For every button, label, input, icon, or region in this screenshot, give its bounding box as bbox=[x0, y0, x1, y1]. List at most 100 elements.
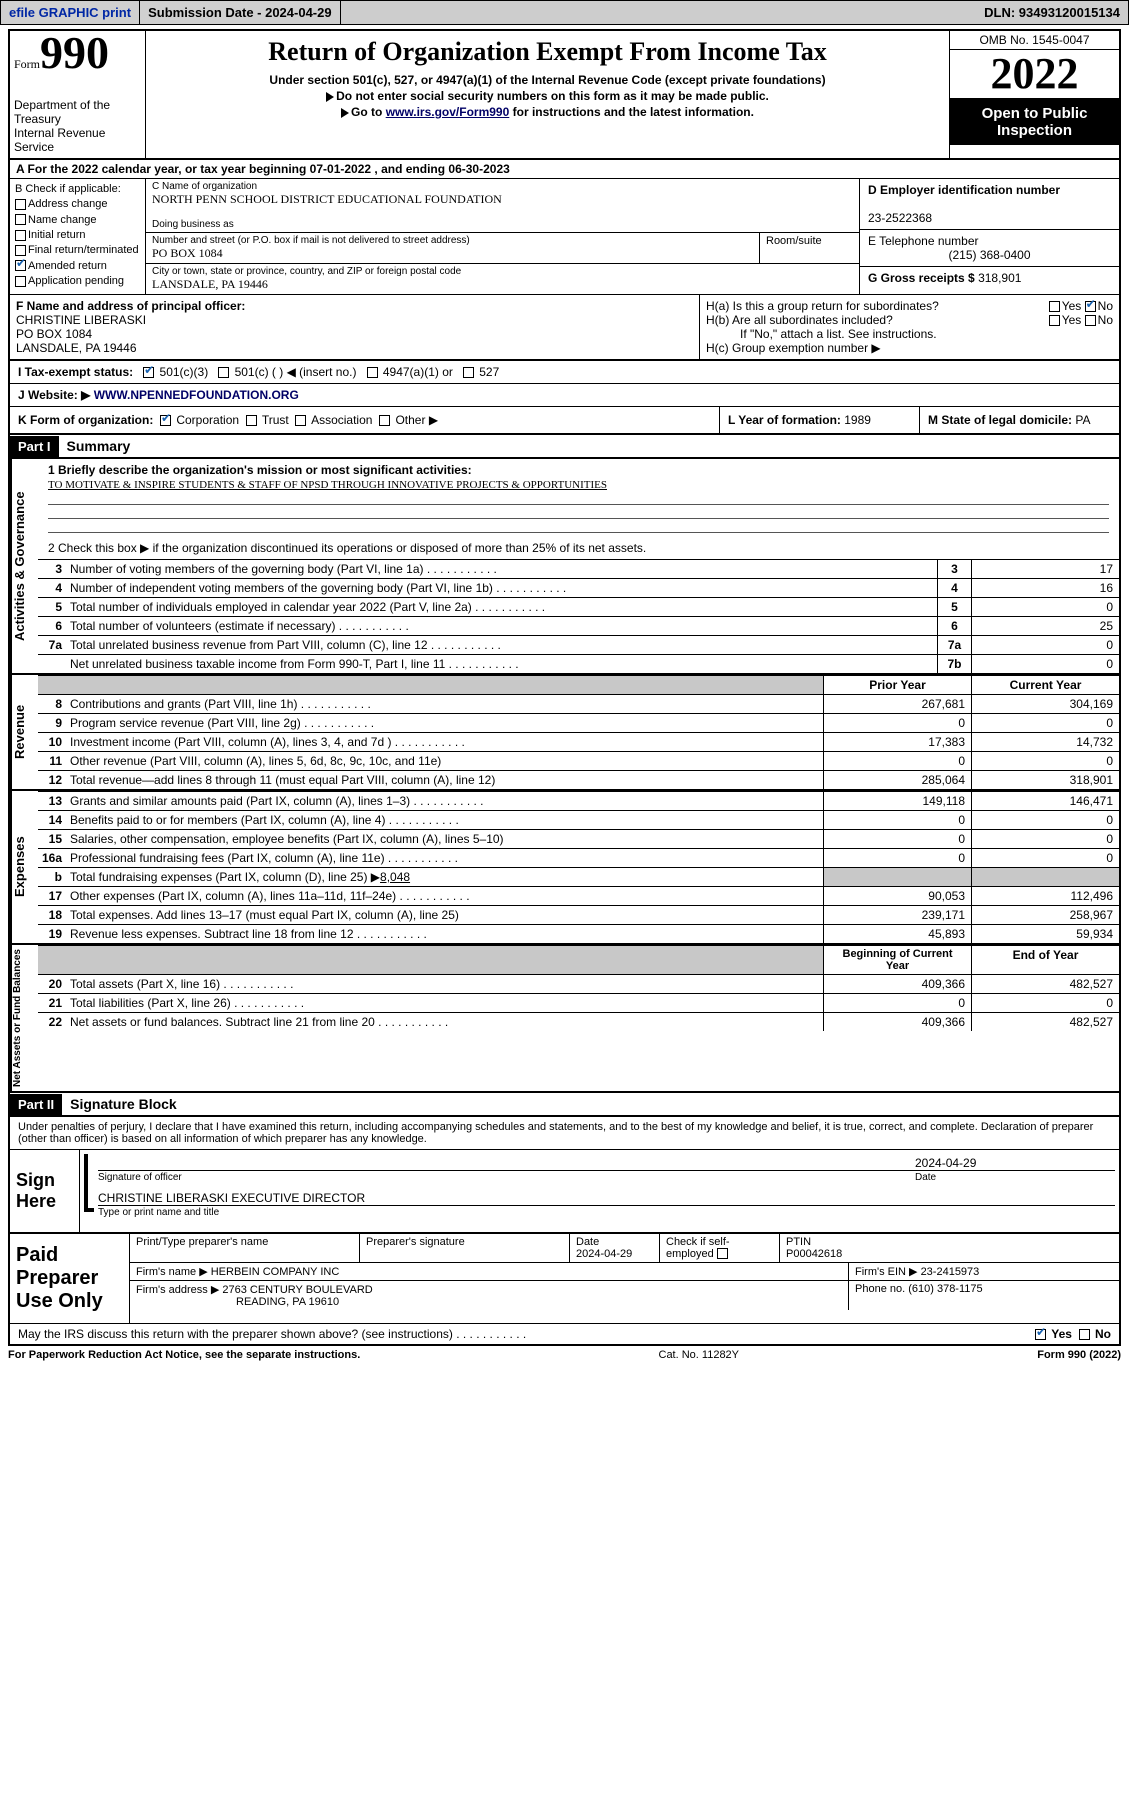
subtitle-1: Under section 501(c), 527, or 4947(a)(1)… bbox=[150, 73, 945, 87]
chk-527[interactable] bbox=[463, 367, 474, 378]
rev-12-cur: 318,901 bbox=[971, 771, 1119, 789]
open-to-public: Open to Public Inspection bbox=[950, 99, 1119, 145]
chk-corp[interactable] bbox=[160, 415, 171, 426]
exp-15-desc: Salaries, other compensation, employee b… bbox=[66, 830, 823, 848]
chk-501c[interactable] bbox=[218, 367, 229, 378]
mission-text: TO MOTIVATE & INSPIRE STUDENTS & STAFF O… bbox=[48, 479, 607, 491]
chk-other[interactable] bbox=[379, 415, 390, 426]
officer-addr1: PO BOX 1084 bbox=[16, 327, 92, 341]
gov-7a-val: 0 bbox=[971, 636, 1119, 654]
state-domicile: PA bbox=[1075, 413, 1090, 427]
row-i-tax-status: I Tax-exempt status: 501(c)(3) 501(c) ( … bbox=[10, 361, 1119, 384]
rev-12-desc: Total revenue—add lines 8 through 11 (mu… bbox=[66, 771, 823, 789]
submission-date[interactable]: Submission Date - 2024-04-29 bbox=[140, 1, 341, 24]
omb-number: OMB No. 1545-0047 bbox=[950, 31, 1119, 50]
net-assets-section: Net Assets or Fund Balances Beginning of… bbox=[10, 945, 1119, 1093]
row-k-l-m: K Form of organization: Corporation Trus… bbox=[10, 407, 1119, 435]
rev-10-prior: 17,383 bbox=[823, 733, 971, 751]
ha-yes[interactable] bbox=[1049, 301, 1060, 312]
hb-yes[interactable] bbox=[1049, 315, 1060, 326]
line-2: 2 Check this box ▶ if the organization d… bbox=[38, 537, 1119, 559]
form-title: Return of Organization Exempt From Incom… bbox=[150, 37, 945, 67]
ha-label: H(a) Is this a group return for subordin… bbox=[706, 299, 939, 313]
ha-no[interactable] bbox=[1085, 301, 1096, 312]
gov-6-val: 25 bbox=[971, 617, 1119, 635]
gross-label: G Gross receipts $ bbox=[868, 271, 978, 285]
rev-9-prior: 0 bbox=[823, 714, 971, 732]
dept-treasury: Department of the Treasury bbox=[14, 98, 110, 126]
paid-preparer-label: Paid Preparer Use Only bbox=[10, 1234, 130, 1323]
part-ii-header: Part IISignature Block bbox=[10, 1093, 1119, 1117]
firm-name: HERBEIN COMPANY INC bbox=[211, 1266, 340, 1278]
gov-3-val: 17 bbox=[971, 560, 1119, 578]
chk-name[interactable] bbox=[15, 214, 26, 225]
room-suite: Room/suite bbox=[759, 233, 859, 263]
exp-13-prior: 149,118 bbox=[823, 792, 971, 810]
check-column: B Check if applicable: Address change Na… bbox=[10, 179, 146, 294]
chk-address[interactable] bbox=[15, 199, 26, 210]
exp-15-prior: 0 bbox=[823, 830, 971, 848]
col-end: End of Year bbox=[971, 946, 1119, 974]
sig-officer-label: Signature of officer bbox=[98, 1170, 915, 1183]
gov-3-desc: Number of voting members of the governin… bbox=[66, 560, 937, 578]
hb-no[interactable] bbox=[1085, 315, 1096, 326]
header-right: OMB No. 1545-0047 2022 Open to Public In… bbox=[949, 31, 1119, 158]
rev-11-desc: Other revenue (Part VIII, column (A), li… bbox=[66, 752, 823, 770]
row-j-website: J Website: ▶ WWW.NPENNEDFOUNDATION.ORG bbox=[10, 384, 1119, 407]
rev-10-cur: 14,732 bbox=[971, 733, 1119, 751]
irs-discuss-row: May the IRS discuss this return with the… bbox=[10, 1324, 1119, 1344]
org-website-link[interactable]: WWW.NPENNEDFOUNDATION.ORG bbox=[94, 388, 299, 402]
exp-13-desc: Grants and similar amounts paid (Part IX… bbox=[66, 792, 823, 810]
gov-7b-val: 0 bbox=[971, 655, 1119, 673]
row-a-tax-year: A For the 2022 calendar year, or tax yea… bbox=[10, 160, 1119, 179]
phone-value: (215) 368-0400 bbox=[868, 248, 1111, 262]
efile-link[interactable]: efile GRAPHIC print bbox=[1, 1, 140, 24]
chk-initial[interactable] bbox=[15, 230, 26, 241]
ein-label: D Employer identification number bbox=[868, 183, 1060, 197]
exp-18-cur: 258,967 bbox=[971, 906, 1119, 924]
exp-16a-prior: 0 bbox=[823, 849, 971, 867]
discuss-no[interactable] bbox=[1079, 1329, 1090, 1340]
triangle-icon bbox=[326, 92, 334, 102]
topbar: efile GRAPHIC print Submission Date - 20… bbox=[0, 0, 1129, 25]
sign-date: 2024-04-29 bbox=[915, 1156, 976, 1170]
chk-final[interactable] bbox=[15, 245, 26, 256]
form-body: Form990 Department of the Treasury Inter… bbox=[8, 29, 1121, 1346]
exp-19-cur: 59,934 bbox=[971, 925, 1119, 943]
officer-name: CHRISTINE LIBERASKI bbox=[16, 313, 146, 327]
phone-label: E Telephone number bbox=[868, 234, 979, 248]
chk-trust[interactable] bbox=[246, 415, 257, 426]
irs-link[interactable]: www.irs.gov/Form990 bbox=[386, 105, 510, 119]
chk-application[interactable] bbox=[15, 276, 26, 287]
exp-17-desc: Other expenses (Part IX, column (A), lin… bbox=[66, 887, 823, 905]
chk-4947[interactable] bbox=[367, 367, 378, 378]
gov-4-desc: Number of independent voting members of … bbox=[66, 579, 937, 597]
discuss-yes[interactable] bbox=[1035, 1329, 1046, 1340]
col-current: Current Year bbox=[971, 676, 1119, 694]
chk-amended[interactable] bbox=[15, 260, 26, 271]
chk-assoc[interactable] bbox=[295, 415, 306, 426]
sign-here-block: Sign Here Signature of officer 2024-04-2… bbox=[10, 1150, 1119, 1234]
dba-label: Doing business as bbox=[152, 219, 853, 230]
exp-16a-cur: 0 bbox=[971, 849, 1119, 867]
page-footer: For Paperwork Reduction Act Notice, see … bbox=[0, 1346, 1129, 1364]
subtitle-3-post: for instructions and the latest informat… bbox=[509, 105, 754, 119]
exp-14-prior: 0 bbox=[823, 811, 971, 829]
signer-name-label: Type or print name and title bbox=[98, 1205, 1115, 1218]
rev-11-prior: 0 bbox=[823, 752, 971, 770]
firm-addr2: READING, PA 19610 bbox=[236, 1296, 339, 1308]
org-name-box: C Name of organization NORTH PENN SCHOOL… bbox=[146, 179, 859, 294]
na-21-prior: 0 bbox=[823, 994, 971, 1012]
sign-here-label: Sign Here bbox=[10, 1150, 80, 1232]
triangle-icon bbox=[341, 108, 349, 118]
expenses-section: Expenses 13Grants and similar amounts pa… bbox=[10, 791, 1119, 945]
chk-selfemp[interactable] bbox=[717, 1248, 728, 1259]
revenue-section: Revenue Prior YearCurrent Year 8Contribu… bbox=[10, 675, 1119, 791]
subtitle-3-pre: Go to bbox=[351, 105, 386, 119]
exp-13-cur: 146,471 bbox=[971, 792, 1119, 810]
firm-addr1: 2763 CENTURY BOULEVARD bbox=[222, 1284, 372, 1296]
signature-l-shape bbox=[84, 1154, 94, 1212]
exp-15-cur: 0 bbox=[971, 830, 1119, 848]
prep-sig-hdr: Preparer's signature bbox=[366, 1236, 465, 1248]
chk-501c3[interactable] bbox=[143, 367, 154, 378]
